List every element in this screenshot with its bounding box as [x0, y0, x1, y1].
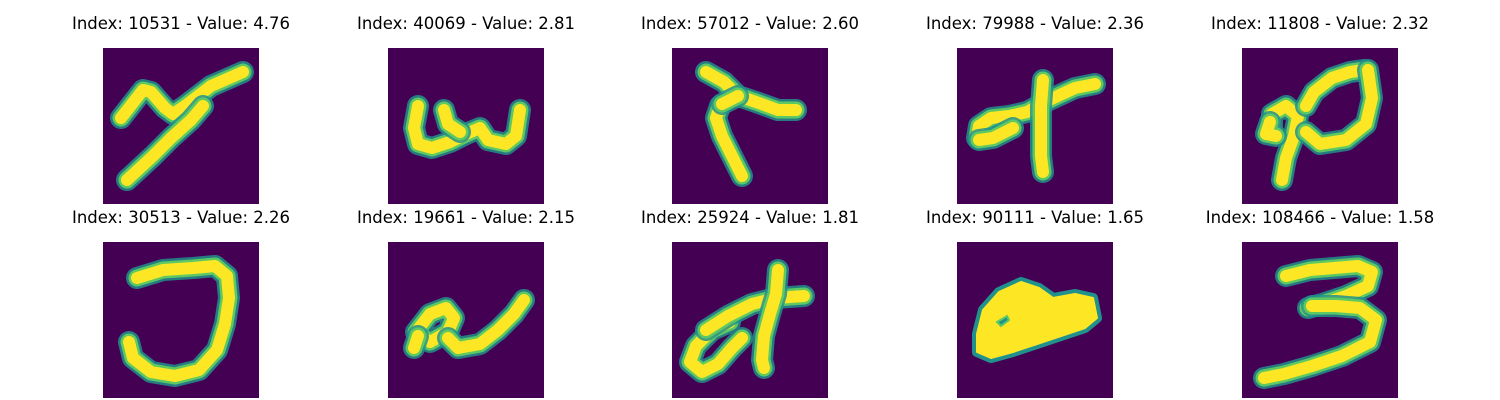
glyph-stroke-layer: [442, 294, 530, 354]
glyph-render: [695, 61, 807, 187]
glyph-render: [118, 255, 240, 387]
handwritten-glyph-image: [103, 48, 259, 204]
glyph-stroke-layer: [123, 260, 235, 382]
handwritten-glyph-image: [957, 48, 1113, 204]
glyph-stroke-layer: [1300, 64, 1370, 112]
glyph-stroke-layer: [438, 104, 466, 138]
handwritten-glyph-image: [388, 48, 544, 204]
glyph-y-like: [695, 61, 807, 187]
glyph-t-like: [966, 69, 1106, 183]
glyph-render: [966, 69, 1106, 183]
panel-title: Index: 11808 - Value: 2.32: [1210, 14, 1429, 33]
glyph-ct-like: [679, 259, 815, 383]
glyph-stroke-layer: [716, 90, 744, 110]
handwritten-glyph-image: [103, 242, 259, 398]
glyph-stroke-layer: [710, 100, 748, 182]
panel-title: Index: 10531 - Value: 4.76: [71, 14, 290, 33]
handwritten-glyph-image: [957, 242, 1113, 398]
glyph-fill-layer: [976, 281, 1098, 359]
glyph-stroke-layer: [756, 264, 784, 374]
glyph-hole-layer: [995, 314, 1011, 328]
glyph-render: [1255, 59, 1383, 191]
panel-title: Index: 30513 - Value: 2.26: [71, 208, 290, 227]
glyph-x-like: [110, 61, 254, 191]
panel-title: Index: 19661 - Value: 2.15: [356, 208, 575, 227]
glyph-render: [972, 277, 1102, 363]
glyph-stroke-layer: [971, 78, 1101, 144]
glyph-render: [1253, 255, 1387, 389]
glyph-render: [403, 95, 531, 159]
glyph-render: [679, 259, 815, 383]
glyph-render: [403, 289, 535, 359]
glyph-a-like: [403, 289, 535, 359]
panel-title: Index: 57012 - Value: 2.60: [640, 14, 859, 33]
handwritten-glyph-image: [672, 242, 828, 398]
panel-title: Index: 90111 - Value: 1.65: [925, 208, 1144, 227]
glyph-stroke-layer: [1300, 64, 1378, 150]
handwritten-glyph-image: [1242, 48, 1398, 204]
glyph-3-like: [1253, 255, 1387, 389]
glyph-stroke-layer: [410, 302, 460, 348]
glyph-u-like: [403, 95, 531, 159]
glyph-n-like: [1255, 59, 1383, 191]
panel-title: Index: 79988 - Value: 2.36: [925, 14, 1144, 33]
glyph-stroke-layer: [1260, 116, 1282, 142]
handwritten-glyph-image: [672, 48, 828, 204]
glyph-blob: [972, 277, 1102, 363]
glyph-stroke-layer: [408, 330, 424, 354]
handwritten-glyph-image: [388, 242, 544, 398]
panel-title: Index: 40069 - Value: 2.81: [356, 14, 575, 33]
glyph-stroke-layer: [973, 122, 1019, 146]
glyph-j-like: [118, 255, 240, 387]
panel-title: Index: 108466 - Value: 1.58: [1205, 208, 1435, 227]
panel-title: Index: 25924 - Value: 1.81: [640, 208, 859, 227]
glyph-stroke-layer: [115, 66, 249, 124]
glyph-render: [110, 61, 254, 191]
glyph-stroke-layer: [1035, 74, 1049, 178]
glyph-stroke-layer: [1258, 300, 1382, 384]
handwritten-glyph-image: [1242, 242, 1398, 398]
glyph-stroke-layer: [121, 100, 209, 186]
